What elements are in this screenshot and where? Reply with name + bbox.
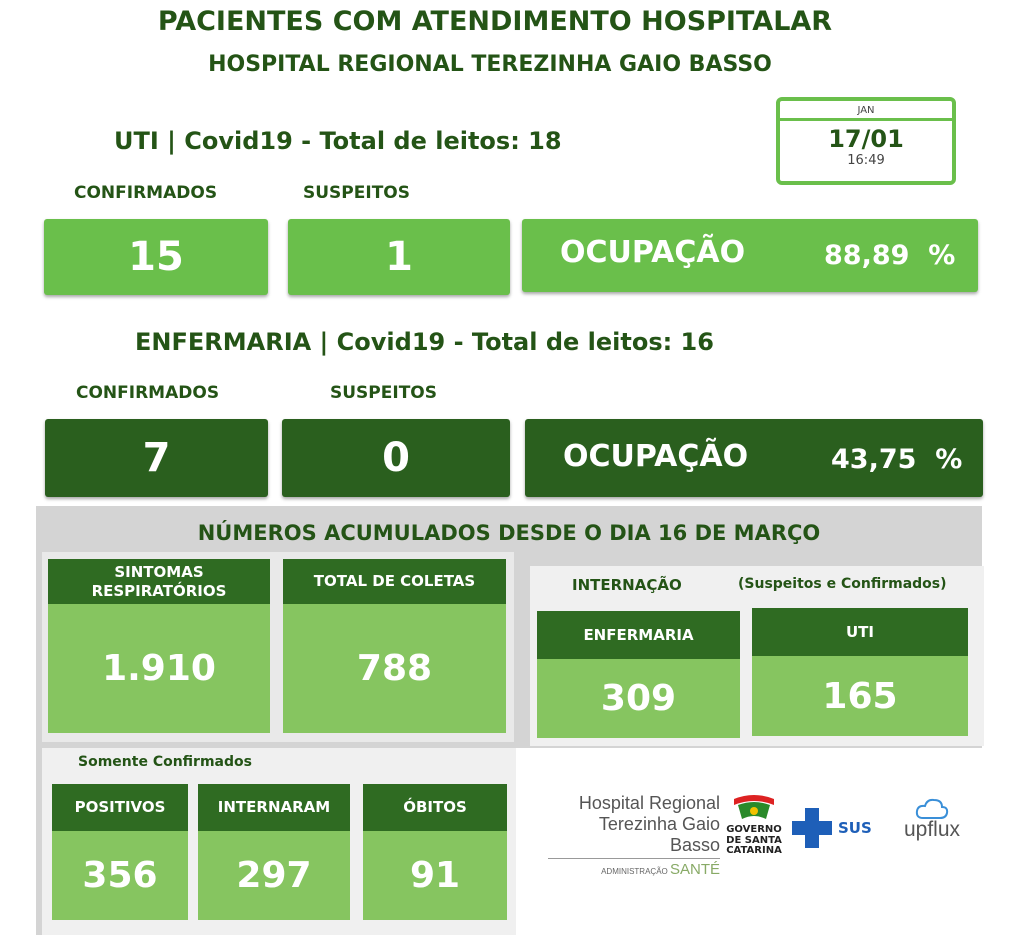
ward-heading: ENFERMARIA | Covid19 - Total de leitos: …: [135, 328, 714, 356]
upflux-text: upflux: [903, 818, 961, 841]
uti-confirmed-label: CONFIRMADOS: [74, 183, 218, 203]
admin-label: ADMINISTRAÇÃO: [601, 867, 668, 876]
hosp-ward-card-value: 309: [537, 659, 740, 738]
hospital-logo: Hospital Regional Terezinha Gaio Basso A…: [548, 793, 720, 878]
gov-line1: GOVERNO: [726, 824, 782, 835]
uti-confirmed-value: 15: [44, 219, 268, 295]
hospital-logo-line1: Hospital Regional: [578, 793, 720, 813]
hosp-ward-card-header: ENFERMARIA: [537, 611, 740, 659]
hospital-logo-line2: Terezinha Gaio Basso: [598, 814, 720, 855]
sus-logo: SUS: [790, 806, 882, 850]
ward-suspected-label: SUSPEITOS: [330, 383, 437, 403]
gov-line3: CATARINA: [726, 845, 782, 856]
uti-heading: UTI | Covid19 - Total de leitos: 18: [114, 127, 562, 155]
uti-occupancy-value: 88,89 %: [824, 240, 956, 271]
ward-occupancy-label: OCUPAÇÃO: [563, 439, 749, 474]
deaths-card-value: 91: [363, 831, 507, 920]
page-subtitle: HOSPITAL REGIONAL TEREZINHA GAIO BASSO: [208, 52, 772, 77]
confirmed-only-label: Somente Confirmados: [78, 754, 252, 770]
santa-catarina-emblem-icon: [734, 795, 774, 819]
hospitalized-card-value: 297: [198, 831, 350, 920]
uti-occupancy-label: OCUPAÇÃO: [560, 235, 746, 270]
gov-line2: DE SANTA: [726, 834, 782, 846]
logos-area: [516, 748, 982, 935]
upflux-cloud-icon: [915, 798, 949, 819]
respiratory-card-header: SINTOMAS RESPIRATÓRIOS: [48, 559, 270, 604]
collections-card-value: 788: [283, 604, 506, 733]
hospitalization-label: INTERNAÇÃO: [572, 576, 682, 594]
positive-card-header: POSITIVOS: [52, 784, 188, 831]
date-month: JAN: [780, 101, 952, 121]
ward-occupancy-box: OCUPAÇÃO 43,75 %: [525, 419, 983, 497]
ward-confirmed-value: 7: [45, 419, 268, 497]
ward-confirmed-label: CONFIRMADOS: [76, 383, 220, 403]
date-day: 17/01: [828, 125, 904, 153]
collections-card-header: TOTAL DE COLETAS: [283, 559, 506, 604]
positive-card-value: 356: [52, 831, 188, 920]
sus-cross-icon: [792, 808, 832, 848]
respiratory-card-value: 1.910: [48, 604, 270, 733]
accumulated-heading: NÚMEROS ACUMULADOS DESDE O DIA 16 DE MAR…: [197, 521, 821, 545]
deaths-card-header: ÓBITOS: [363, 784, 507, 831]
uti-suspected-label: SUSPEITOS: [303, 183, 410, 203]
hosp-uti-card-header: UTI: [752, 608, 968, 656]
ward-occupancy-value: 43,75 %: [831, 444, 963, 475]
uti-occupancy-box: OCUPAÇÃO 88,89 %: [522, 219, 978, 292]
date-box: JAN 17/01 16:49: [776, 97, 956, 185]
hospitalized-card-header: INTERNARAM: [198, 784, 350, 831]
hosp-uti-card-value: 165: [752, 656, 968, 736]
santa-catarina-logo: GOVERNO DE SANTA CATARINA: [722, 795, 786, 857]
sus-text: SUS: [838, 819, 872, 837]
upflux-logo: upflux: [890, 798, 974, 842]
date-time: 16:49: [847, 153, 885, 168]
hospitalization-note: (Suspeitos e Confirmados): [738, 576, 947, 592]
ward-suspected-value: 0: [282, 419, 510, 497]
uti-suspected-value: 1: [288, 219, 510, 295]
page-title: PACIENTES COM ATENDIMENTO HOSPITALAR: [157, 6, 833, 37]
admin-brand: SANTÉ: [669, 861, 720, 878]
